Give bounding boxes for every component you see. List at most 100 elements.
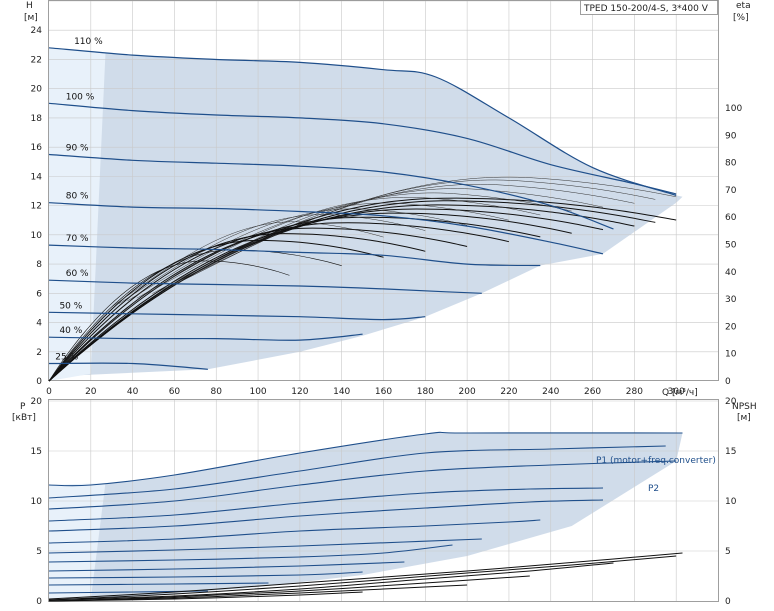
y-right-title: eta — [736, 1, 751, 11]
h-tick-1: 2 — [36, 348, 42, 358]
h-tick-9: 18 — [31, 114, 43, 124]
power-curve-0 — [48, 431, 683, 487]
speed-curve-3 — [48, 202, 604, 255]
x-tick-7: 140 — [333, 387, 350, 397]
x-tick-6: 120 — [291, 387, 308, 397]
speed-label-3: 80 % — [66, 192, 89, 202]
top-plot-frame — [48, 0, 719, 381]
chart-title: TPED 150-200/4-S, 3*400 V — [583, 4, 709, 14]
speed-curve-0 — [48, 47, 677, 196]
power-curve-10 — [48, 582, 269, 586]
npsh-tick-2: 10 — [725, 497, 737, 507]
speed-label-7: 40 % — [59, 326, 82, 336]
x-tick-11: 220 — [500, 387, 517, 397]
efficiency-curve-thin-5 — [142, 197, 541, 296]
eta-tick-0: 0 — [725, 377, 731, 387]
power-curve-8 — [48, 561, 405, 572]
efficiency-curve-7 — [48, 227, 468, 382]
efficiency-curve-0 — [48, 197, 677, 382]
eta-tick-3: 30 — [725, 295, 737, 305]
power-curve-6 — [48, 538, 482, 554]
speed-label-2: 90 % — [66, 143, 89, 153]
low-flow-area-top — [49, 47, 106, 382]
title-box — [580, 0, 718, 15]
speed-label-0: 110 % — [74, 37, 103, 47]
x-tick-3: 60 — [169, 387, 181, 397]
x-tick-8: 160 — [375, 387, 392, 397]
x-axis-title: Q [м³/ч] — [662, 388, 698, 398]
power-curve-5 — [48, 519, 541, 544]
y-power-title: P — [20, 402, 26, 412]
h-tick-4: 8 — [36, 260, 42, 270]
series-label-p2: P2 — [648, 484, 659, 494]
speed-label-4: 70 % — [66, 234, 89, 244]
efficiency-curve-9 — [48, 239, 384, 382]
x-tick-2: 40 — [127, 387, 139, 397]
x-tick-10: 200 — [459, 387, 476, 397]
h-tick-0: 0 — [36, 377, 42, 387]
series-label-p1: P1 (motor+freq.converter) — [596, 456, 716, 466]
power-curve-3 — [48, 487, 604, 522]
npsh-curve-0 — [48, 552, 683, 600]
x-tick-4: 80 — [211, 387, 223, 397]
p-tick-2: 10 — [31, 497, 43, 507]
power-curve-9 — [48, 571, 363, 579]
efficiency-curve-thin-6 — [136, 202, 509, 299]
speed-curve-7 — [48, 333, 363, 341]
eta-tick-6: 60 — [725, 213, 737, 223]
npsh-curve-3 — [48, 575, 530, 602]
efficiency-curve-thin-7 — [127, 208, 468, 302]
efficiency-curve-thin-8 — [119, 214, 426, 304]
x-tick-15: 300 — [668, 387, 685, 397]
speed-curve-4 — [48, 244, 541, 267]
speed-curve-1 — [48, 102, 677, 195]
speed-curve-6 — [48, 311, 426, 321]
eta-tick-5: 50 — [725, 241, 737, 251]
speed-label-1: 100 % — [66, 92, 95, 102]
y-left-title: H — [26, 1, 33, 11]
npsh-curve-4 — [48, 584, 468, 602]
speed-curve-5 — [48, 279, 482, 294]
efficiency-curve-11 — [48, 260, 290, 382]
p-tick-1: 5 — [36, 547, 42, 557]
y-right-unit: [%] — [733, 13, 749, 23]
h-tick-6: 12 — [31, 202, 42, 212]
x-tick-12: 240 — [542, 387, 559, 397]
h-tick-3: 6 — [36, 289, 42, 299]
h-tick-2: 4 — [36, 319, 42, 329]
efficiency-curve-10 — [48, 249, 342, 382]
speed-curve-2 — [48, 153, 614, 230]
power-curve-4 — [48, 499, 604, 532]
npsh-tick-0: 0 — [725, 597, 731, 607]
y-npsh-unit: [м] — [737, 413, 751, 423]
h-tick-8: 16 — [31, 143, 43, 153]
npsh-tick-3: 15 — [725, 447, 736, 457]
x-tick-14: 280 — [626, 387, 643, 397]
power-curve-7 — [48, 544, 453, 563]
p-tick-3: 15 — [31, 447, 42, 457]
speed-curve-8 — [48, 362, 208, 370]
eta-tick-8: 80 — [725, 159, 737, 169]
bottom-plot-frame — [48, 399, 719, 602]
eta-tick-10: 100 — [725, 104, 742, 114]
x-tick-13: 260 — [584, 387, 601, 397]
efficiency-curve-5 — [48, 216, 541, 382]
power-curve-2 — [48, 460, 677, 510]
p-tick-0: 0 — [36, 597, 42, 607]
npsh-curve-1 — [48, 555, 677, 601]
efficiency-curve-thin-3 — [158, 188, 604, 292]
x-tick-5: 100 — [249, 387, 266, 397]
speed-label-8: 25 % — [55, 352, 78, 362]
npsh-curve-2 — [48, 562, 614, 601]
eta-tick-1: 10 — [725, 350, 737, 360]
x-tick-1: 20 — [85, 387, 97, 397]
efficiency-curve-thin-2 — [164, 184, 635, 290]
speed-label-5: 60 % — [66, 269, 89, 279]
h-tick-12: 24 — [31, 26, 43, 36]
x-tick-0: 0 — [46, 387, 52, 397]
h-tick-10: 20 — [31, 85, 43, 95]
efficiency-curve-4 — [48, 212, 572, 382]
eta-tick-9: 90 — [725, 131, 737, 141]
